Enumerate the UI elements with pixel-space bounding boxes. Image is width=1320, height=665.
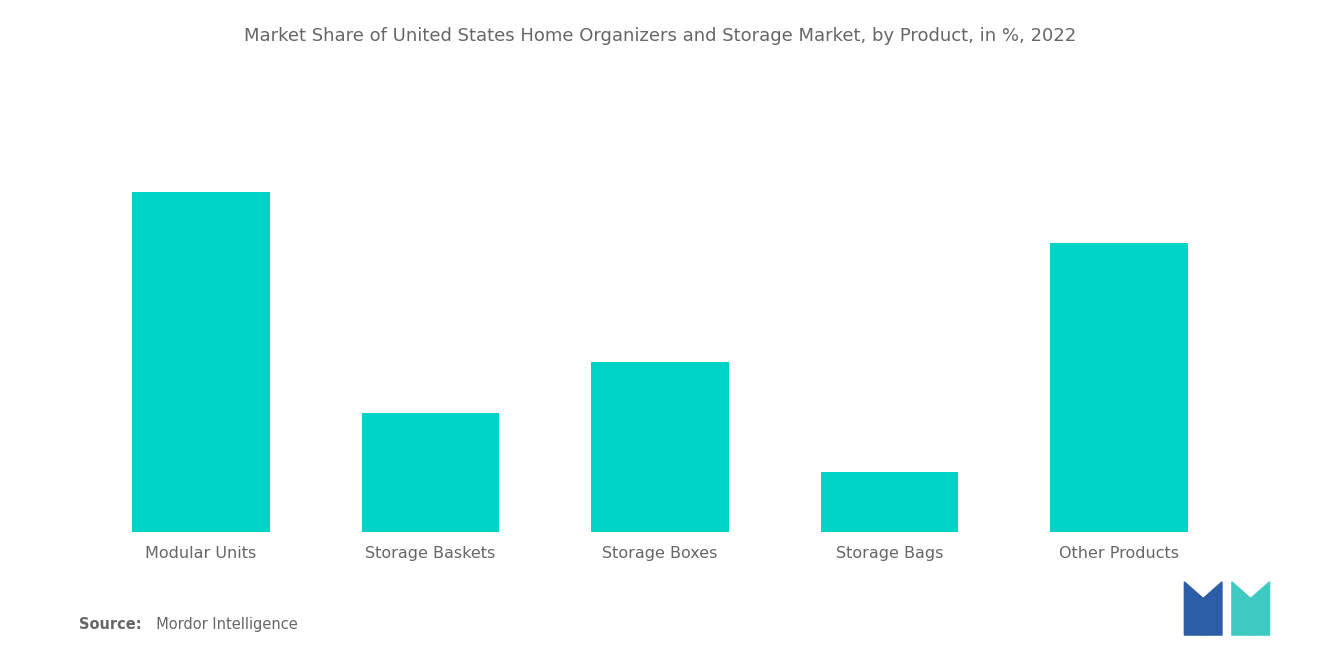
Bar	[362, 413, 499, 532]
Bar	[821, 472, 958, 532]
Bar	[132, 192, 269, 532]
Polygon shape	[1184, 582, 1204, 635]
Text: Market Share of United States Home Organizers and Storage Market, by Product, in: Market Share of United States Home Organ…	[244, 27, 1076, 45]
Text: Mordor Intelligence: Mordor Intelligence	[147, 616, 297, 632]
Text: Source:: Source:	[79, 616, 141, 632]
Bar	[1051, 243, 1188, 532]
Polygon shape	[1232, 582, 1250, 635]
Polygon shape	[1250, 582, 1270, 635]
Bar	[591, 362, 729, 532]
Polygon shape	[1204, 582, 1222, 635]
